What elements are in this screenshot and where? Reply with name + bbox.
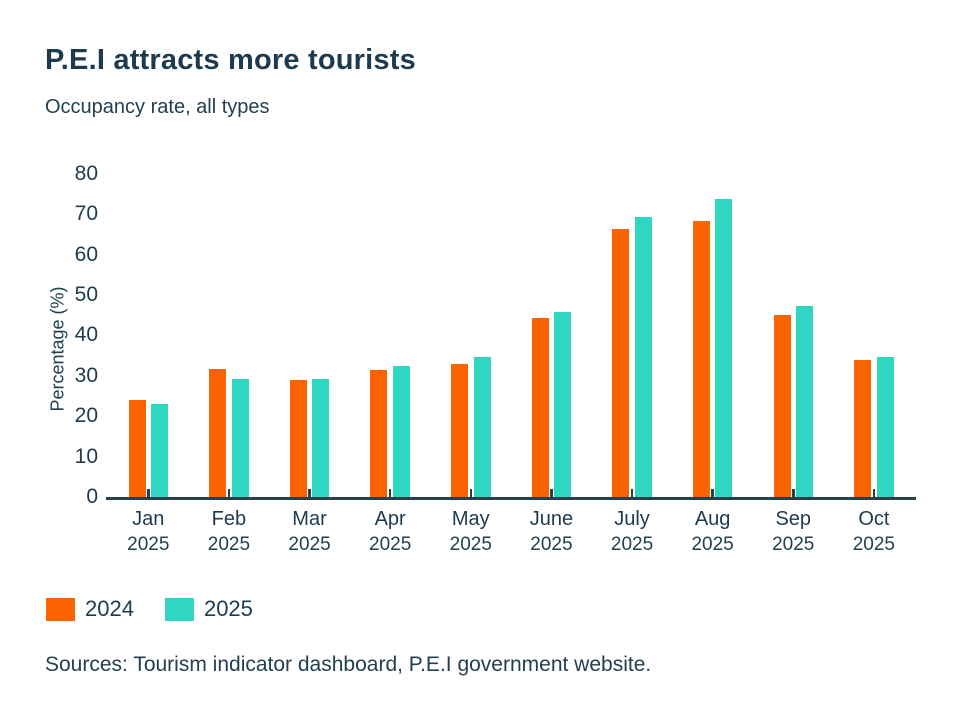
x-axis-tick [308, 489, 311, 497]
bar-2024-feb [209, 369, 227, 497]
x-axis-category-label: Feb 2025 [184, 507, 274, 557]
bar-2025-oct [876, 357, 894, 497]
y-tick-label: 50 [74, 283, 98, 306]
legend: 2024 2025 [46, 596, 253, 622]
month-label: Feb [211, 508, 247, 530]
year-label: 2025 [772, 534, 815, 555]
x-axis-category-label: Oct 2025 [829, 507, 919, 557]
year-label: 2025 [691, 534, 734, 555]
month-label: Mar [292, 508, 327, 530]
bar-2025-jan [151, 404, 169, 497]
y-tick-label: 60 [74, 242, 98, 266]
y-tick-label: 20 [74, 404, 98, 428]
x-axis-category-label: May 2025 [426, 507, 516, 557]
month-label: Oct [858, 508, 890, 530]
x-axis-category-label: Sep 2025 [748, 507, 838, 557]
bar-2025-may [473, 356, 491, 497]
sources-text: Sources: Tourism indicator dashboard, P.… [45, 653, 652, 676]
x-axis-tick [792, 489, 795, 497]
x-axis-category-label: Jan 2025 [103, 507, 193, 557]
bar-2025-aug [715, 198, 733, 497]
x-axis-tick [872, 489, 876, 497]
month-label: July [614, 508, 650, 530]
year-label: 2025 [449, 534, 492, 555]
x-axis-tick [550, 489, 553, 497]
bar-2024-mar [289, 380, 307, 497]
y-tick-label: 40 [74, 323, 98, 347]
x-axis-tick [469, 489, 473, 497]
legend-swatch-2024 [46, 597, 75, 621]
x-axis-tick [388, 489, 392, 497]
legend-item-2025: 2025 [164, 596, 253, 622]
y-tick-label: 70 [74, 202, 98, 226]
y-tick-label: 30 [74, 363, 98, 387]
month-label: Aug [694, 508, 731, 530]
y-tick-label: 0 [86, 485, 98, 508]
year-label: 2025 [852, 534, 896, 555]
x-axis-category-label: June 2025 [506, 507, 596, 557]
year-label: 2025 [610, 534, 654, 555]
y-tick-label: 80 [74, 161, 98, 185]
bar-2024-sep [773, 315, 791, 497]
x-axis-category-label: Mar 2025 [265, 507, 355, 557]
plot-area: Percentage (%) 0 10 20 30 40 50 60 70 80 Jan 2025… [48, 161, 919, 557]
month-label: Apr [374, 508, 406, 530]
x-axis-category-label: July 2025 [587, 507, 677, 557]
year-label: 2025 [369, 534, 412, 555]
x-axis-category-label: Aug 2025 [668, 507, 758, 557]
bar-2025-mar [312, 378, 330, 497]
x-axis-tick [711, 489, 714, 497]
y-tick-label: 10 [74, 444, 98, 468]
month-label: Jan [132, 508, 165, 530]
legend-label-2024: 2024 [85, 596, 134, 621]
month-label: June [529, 508, 574, 530]
x-axis-tick [147, 489, 150, 497]
x-axis-line [106, 497, 916, 500]
chart-subtitle: Occupancy rate, all types [45, 96, 270, 118]
bar-2025-june [554, 311, 572, 497]
bar-2025-feb [231, 378, 249, 497]
chart-title: P.E.I attracts more tourists [45, 44, 416, 76]
legend-item-2024: 2024 [46, 596, 134, 622]
year-label: 2025 [530, 534, 573, 555]
bar-2024-aug [692, 221, 710, 497]
legend-swatch-2025 [164, 597, 194, 621]
bar-2024-june [531, 317, 549, 497]
x-axis-tick [630, 489, 634, 497]
year-label: 2025 [127, 534, 170, 555]
legend-label-2025: 2025 [203, 596, 253, 621]
year-label: 2025 [207, 534, 251, 555]
bar-2024-may [451, 363, 469, 497]
bar-2025-apr [392, 366, 410, 497]
bar-2024-july [612, 228, 630, 497]
x-axis-category-label: Apr 2025 [345, 507, 435, 557]
bar-2024-oct [854, 360, 872, 497]
year-label: 2025 [288, 534, 331, 555]
month-label: Sep [775, 508, 812, 530]
bar-2024-apr [370, 370, 388, 497]
bar-2024-jan [128, 400, 146, 497]
bar-2025-july [634, 216, 652, 497]
x-axis-tick [227, 489, 231, 497]
month-label: May [451, 508, 490, 530]
bar-2025-sep [796, 305, 813, 497]
